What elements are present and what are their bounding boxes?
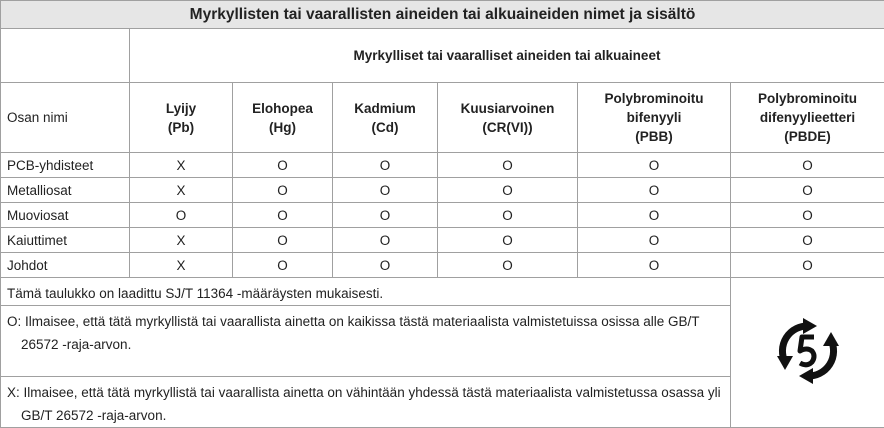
status-cell: O [333, 228, 438, 253]
part-name: Kaiuttimet [1, 228, 130, 253]
header-line: (CR(VI)) [444, 118, 571, 137]
digit-five [800, 337, 814, 365]
status-cell: O [438, 203, 578, 228]
header-line: bifenyyli [584, 108, 724, 127]
status-cell: O [333, 153, 438, 178]
status-cell: O [578, 228, 731, 253]
header-line: Elohopea [239, 99, 326, 118]
status-cell: O [578, 153, 731, 178]
header-line: Osan nimi [7, 108, 123, 127]
status-cell: X [130, 153, 233, 178]
status-cell: O [578, 203, 731, 228]
group-header: Myrkylliset tai vaaralliset aineiden tai… [130, 29, 884, 83]
status-cell: O [333, 203, 438, 228]
icon-cell [731, 278, 884, 428]
column-header: Kadmium(Cd) [333, 83, 438, 153]
header-line: (Cd) [339, 118, 431, 137]
status-cell: O [233, 253, 333, 278]
header-line: Kuusiarvoinen [444, 99, 571, 118]
part-name: Metalliosat [1, 178, 130, 203]
status-cell: O [731, 153, 884, 178]
header-line: Polybrominoitu [737, 89, 878, 108]
status-cell: X [130, 178, 233, 203]
status-cell: X [130, 228, 233, 253]
group-row: Myrkylliset tai vaaralliset aineiden tai… [1, 29, 884, 83]
status-cell: O [438, 253, 578, 278]
note-row: Tämä taulukko on laadittu SJ/T 11364 -mä… [1, 278, 884, 306]
status-cell: O [438, 178, 578, 203]
header-line: (PBDE) [737, 127, 878, 146]
header-line: Polybrominoitu [584, 89, 724, 108]
page: Myrkyllisten tai vaarallisten aineiden t… [0, 0, 884, 419]
header-line: difenyylieetteri [737, 108, 878, 127]
arrow-head [799, 368, 813, 384]
status-cell: O [233, 153, 333, 178]
status-cell: O [233, 203, 333, 228]
note: X: Ilmaisee, että tätä myrkyllistä tai v… [1, 377, 731, 428]
note: O: Ilmaisee, että tätä myrkyllistä tai v… [1, 306, 731, 377]
header-line: Lyijy [136, 99, 226, 118]
status-cell: O [438, 153, 578, 178]
status-cell: X [130, 253, 233, 278]
status-cell: O [438, 228, 578, 253]
empty-cell [1, 29, 130, 83]
note: Tämä taulukko on laadittu SJ/T 11364 -mä… [1, 278, 731, 306]
arrow-head [803, 318, 817, 334]
arrow-head [823, 332, 839, 346]
column-header: Kuusiarvoinen(CR(VI)) [438, 83, 578, 153]
status-cell: O [578, 253, 731, 278]
status-cell: O [731, 178, 884, 203]
status-cell: O [731, 203, 884, 228]
epup-icon [773, 316, 843, 386]
status-cell: O [731, 228, 884, 253]
part-name: Johdot [1, 253, 130, 278]
status-cell: O [333, 178, 438, 203]
status-cell: O [130, 203, 233, 228]
header-line: (PBB) [584, 127, 724, 146]
status-cell: O [578, 178, 731, 203]
status-cell: O [233, 228, 333, 253]
column-header: Elohopea(Hg) [233, 83, 333, 153]
header-line: (Pb) [136, 118, 226, 137]
header-line: Kadmium [339, 99, 431, 118]
part-name: Muoviosat [1, 203, 130, 228]
status-cell: O [333, 253, 438, 278]
column-header: Lyijy(Pb) [130, 83, 233, 153]
table-title: Myrkyllisten tai vaarallisten aineiden t… [1, 1, 884, 29]
title-row: Myrkyllisten tai vaarallisten aineiden t… [1, 1, 884, 29]
status-cell: O [731, 253, 884, 278]
header-line: (Hg) [239, 118, 326, 137]
status-cell: O [233, 178, 333, 203]
arrow-head [777, 356, 793, 370]
column-header: Osan nimi [1, 83, 130, 153]
part-name: PCB-yhdisteet [1, 153, 130, 178]
